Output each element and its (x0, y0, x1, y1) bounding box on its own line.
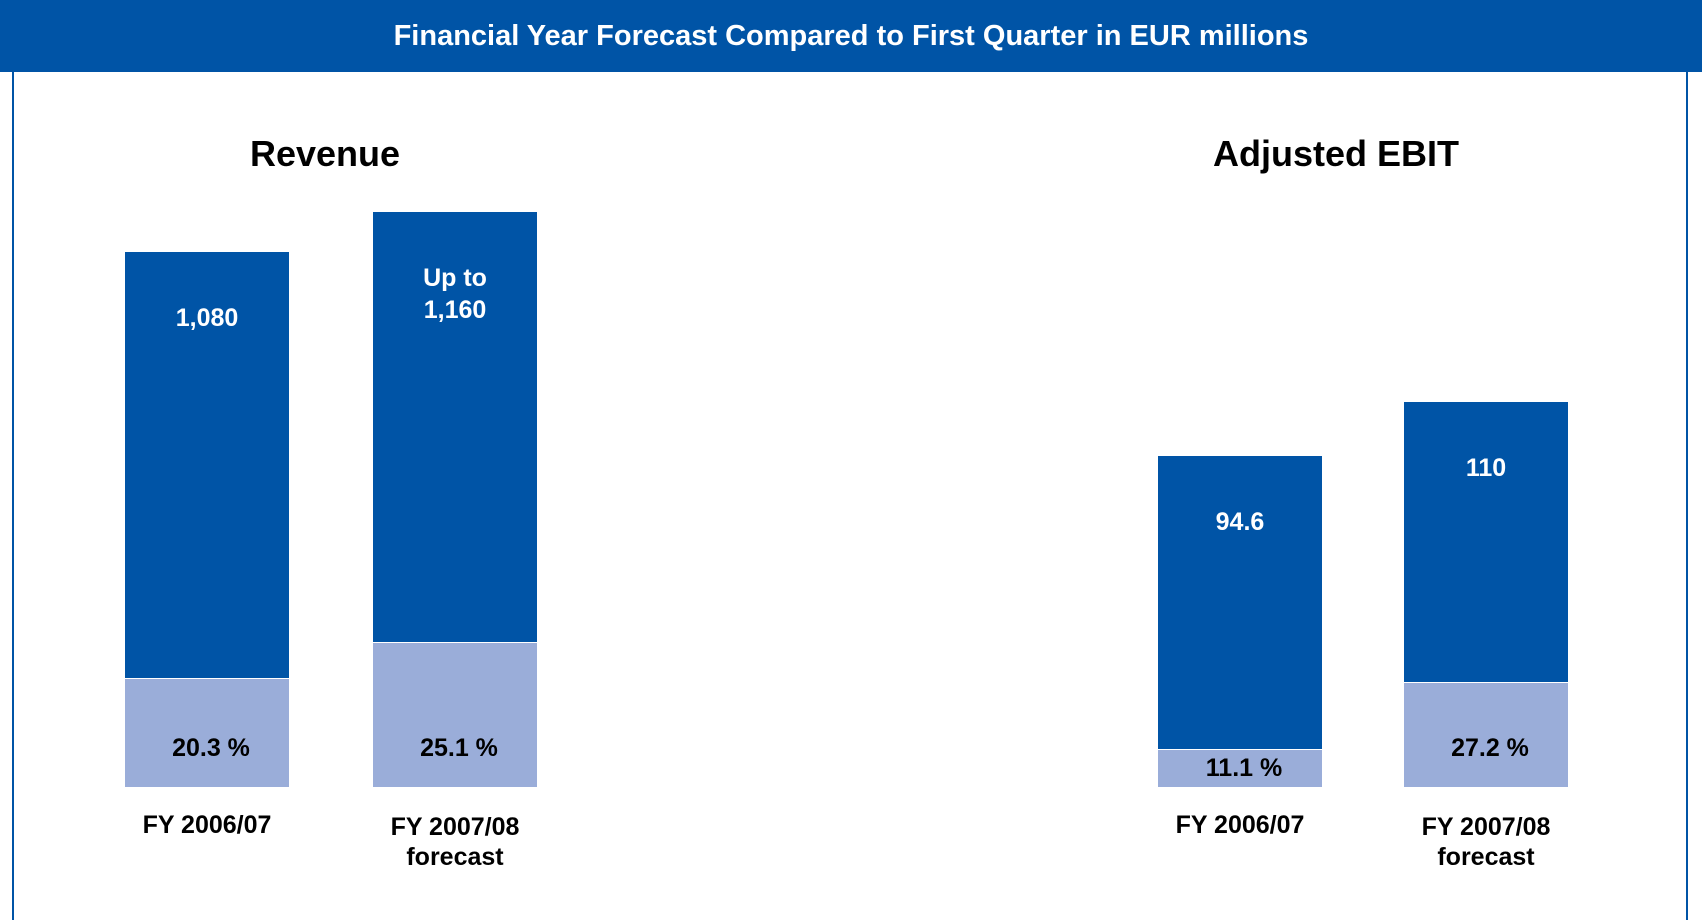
chart-title: Revenue (249, 133, 401, 174)
category-label: FY 2007/08 forecast (390, 813, 520, 871)
share-label: 25.1 % (420, 734, 498, 762)
share-segment (1404, 681, 1568, 787)
chart-title: Adjusted EBIT (1212, 133, 1460, 174)
category-label: FY 2007/08 forecast (1421, 813, 1551, 871)
share-segment (125, 677, 289, 787)
share-segment (373, 641, 537, 787)
share-label: 27.2 % (1451, 734, 1529, 762)
bar (1158, 455, 1322, 786)
value-label: 110 (1465, 454, 1507, 482)
share-label: 20.3 % (172, 734, 250, 762)
header: Financial Year Forecast Compared to Firs… (0, 0, 1702, 72)
value-label: 1,080 (175, 303, 239, 332)
value-label: 94.6 (1215, 507, 1265, 536)
frame (12, 0, 1688, 920)
share-label: 11.1 % (1205, 754, 1283, 782)
value-label: Up to 1,160 (423, 264, 487, 324)
category-label: FY 2006/07 (142, 811, 272, 839)
category-label: FY 2006/07 (1175, 811, 1305, 839)
share-segment (1158, 749, 1322, 787)
